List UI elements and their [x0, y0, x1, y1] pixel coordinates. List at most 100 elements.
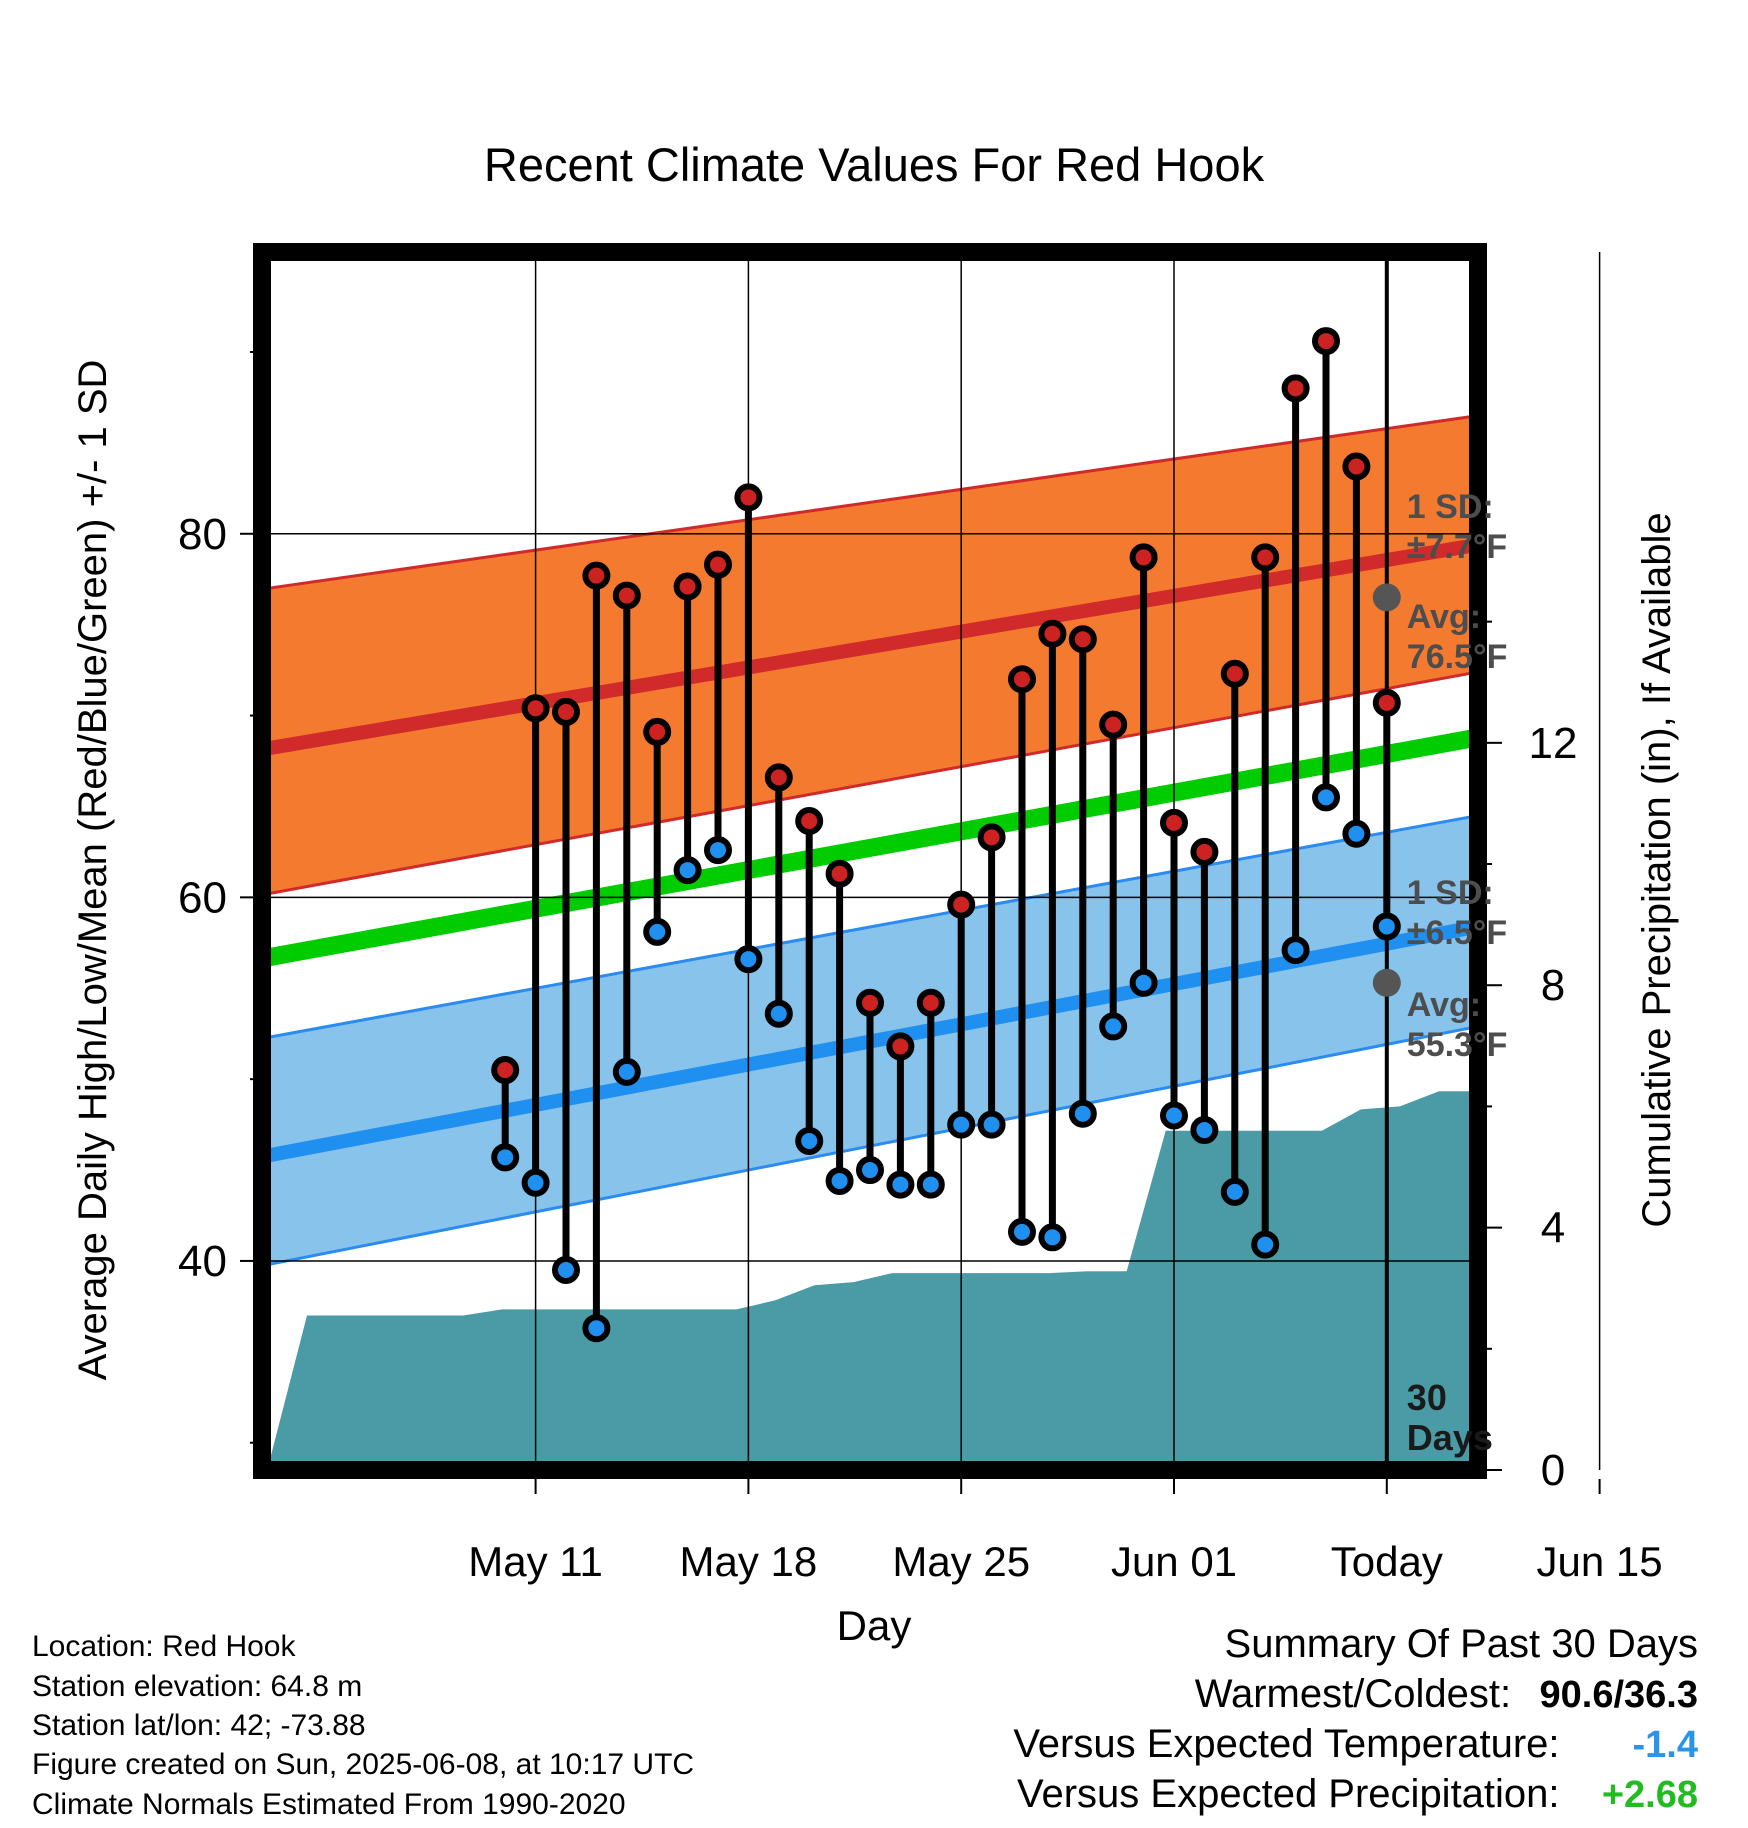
y-axis-left-label: Average Daily High/Low/Mean (Red/Blue/Gr…	[71, 360, 115, 1381]
chart-title: Recent Climate Values For Red Hook	[484, 138, 1265, 191]
low-point	[1068, 1099, 1097, 1128]
low-point	[856, 1156, 884, 1185]
high-avg-annotation-line2: 76.5°F	[1407, 638, 1508, 676]
low-point	[521, 1168, 550, 1197]
high-point	[825, 859, 854, 888]
high-avg-annotation-line1: Avg:	[1407, 598, 1481, 636]
high-sd-annotation-line1: 1 SD:	[1407, 488, 1494, 526]
summary-title-text: Summary Of Past 30 Days	[1224, 1622, 1698, 1666]
high-point	[704, 550, 732, 579]
low-point	[1251, 1230, 1280, 1259]
x-tick-label: Jun 15	[1537, 1538, 1663, 1585]
precip-area	[268, 1091, 1478, 1470]
high-point	[491, 1056, 520, 1085]
low-point	[764, 999, 793, 1028]
low-sd-upper-edge	[267, 814, 1479, 1039]
low-point	[947, 1110, 976, 1139]
y-left-tick-label: 60	[178, 873, 227, 922]
footer-elevation: Station elevation: 64.8 m	[32, 1670, 363, 1703]
low-point	[1220, 1177, 1249, 1206]
high-point	[673, 572, 702, 601]
x-axis-label: Day	[837, 1602, 912, 1649]
high-point	[886, 1032, 915, 1061]
days-annotation-line1: 30	[1407, 1377, 1447, 1418]
days-annotation-line2: Days	[1407, 1417, 1493, 1458]
low-point	[1129, 968, 1158, 997]
x-tick-label: Today	[1331, 1538, 1443, 1585]
low-point	[491, 1143, 520, 1172]
low-avg-annotation-line2: 55.3°F	[1407, 1026, 1508, 1064]
low-point	[1281, 936, 1310, 965]
low-point	[582, 1314, 611, 1343]
today-low-avg-marker	[1372, 968, 1401, 997]
low-point	[612, 1057, 641, 1086]
high-point	[916, 988, 945, 1017]
plot-frame	[253, 243, 1487, 1479]
high-point	[734, 483, 763, 512]
high-point	[1129, 543, 1158, 572]
high-point	[764, 763, 793, 792]
high-sd-upper-edge	[267, 414, 1479, 590]
low-point	[977, 1110, 1006, 1139]
high-point	[1281, 374, 1310, 403]
high-point	[1008, 665, 1036, 694]
low-point	[1008, 1217, 1036, 1246]
summary-title: Summary Of Past 30 Days	[1225, 1622, 1698, 1667]
low-point	[643, 917, 672, 946]
temp-vs-expected-value: -1.4	[1632, 1724, 1698, 1766]
temp-vs-expected-label: Versus Expected Temperature:	[1013, 1722, 1560, 1766]
warm-cold-value: 90.6/36.3	[1539, 1674, 1698, 1716]
summary-temp: Versus Expected Temperature: -1.4	[1013, 1722, 1698, 1767]
low-point	[1190, 1116, 1219, 1145]
low-point	[1342, 819, 1371, 848]
y-right-tick-label: 4	[1541, 1204, 1565, 1253]
low-point	[1160, 1101, 1188, 1130]
summary-warm-cold: Warmest/Coldest: 90.6/36.3	[1195, 1672, 1698, 1717]
high-point	[1342, 452, 1371, 481]
high-point	[977, 823, 1006, 852]
high-point	[1038, 619, 1067, 648]
low-point	[552, 1256, 580, 1285]
low-point	[1372, 912, 1401, 941]
summary-precip: Versus Expected Precipitation: +2.68	[1017, 1772, 1698, 1817]
high-sd-annotation-line2: ±7.7°F	[1407, 528, 1507, 566]
y-left-tick-label: 80	[178, 510, 227, 559]
y-axis-right-label: Cumulative Precipitation (in), If Availa…	[1635, 512, 1679, 1227]
high-point	[1099, 710, 1128, 739]
high-point	[1068, 625, 1097, 654]
footer-latlon: Station lat/lon: 42; -73.88	[32, 1709, 366, 1742]
high-point	[856, 988, 884, 1017]
low-point	[825, 1166, 854, 1195]
high-point	[552, 697, 580, 726]
x-tick-label: May 25	[892, 1538, 1030, 1585]
low-point	[1038, 1223, 1067, 1252]
low-avg-annotation-line1: Avg:	[1407, 986, 1481, 1024]
precip-vs-expected-value: +2.68	[1601, 1774, 1698, 1816]
high-point	[947, 890, 976, 919]
footer-normals: Climate Normals Estimated From 1990-2020	[32, 1788, 626, 1821]
high-point	[1372, 688, 1401, 717]
x-tick-label: Jun 01	[1111, 1538, 1237, 1585]
low-point	[734, 945, 763, 974]
y-left-tick-label: 40	[178, 1237, 227, 1286]
warm-cold-label: Warmest/Coldest:	[1194, 1672, 1512, 1716]
high-sd-band	[268, 415, 1478, 894]
x-tick-label: May 18	[680, 1538, 818, 1585]
footer-created: Figure created on Sun, 2025-06-08, at 10…	[32, 1748, 695, 1781]
low-point	[795, 1126, 824, 1155]
high-point	[1220, 659, 1249, 688]
high-point	[1190, 837, 1219, 866]
high-point	[582, 561, 611, 590]
precip-vs-expected-label: Versus Expected Precipitation:	[1017, 1772, 1560, 1816]
y-right-tick-label: 0	[1541, 1446, 1565, 1495]
high-point	[643, 717, 672, 746]
low-point	[886, 1170, 915, 1199]
high-point	[795, 807, 824, 836]
today-high-avg-marker	[1372, 583, 1401, 612]
low-point	[673, 856, 702, 885]
high-sd-lower-edge	[267, 670, 1479, 896]
low-point	[916, 1170, 945, 1199]
mean-avg-line	[266, 728, 1480, 967]
high-point	[521, 694, 550, 723]
